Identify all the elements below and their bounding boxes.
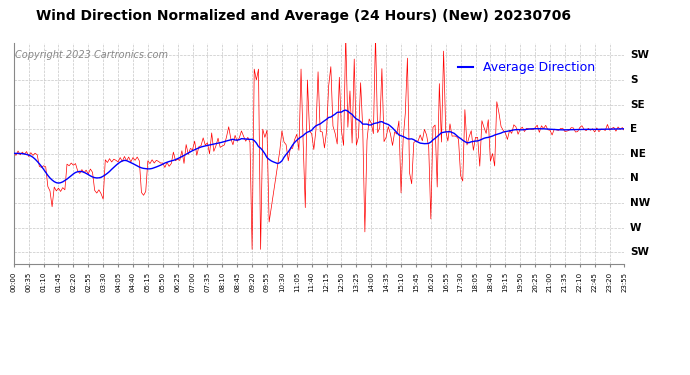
Text: NW: NW [630, 198, 650, 208]
Legend: Average Direction: Average Direction [453, 56, 600, 79]
Text: SW: SW [630, 247, 649, 257]
Text: Wind Direction Normalized and Average (24 Hours) (New) 20230706: Wind Direction Normalized and Average (2… [36, 9, 571, 23]
Text: NE: NE [630, 149, 646, 159]
Text: Copyright 2023 Cartronics.com: Copyright 2023 Cartronics.com [15, 50, 168, 60]
Text: S: S [630, 75, 638, 85]
Text: SE: SE [630, 100, 644, 109]
Text: SW: SW [630, 50, 649, 60]
Text: E: E [630, 124, 637, 134]
Text: W: W [630, 222, 642, 232]
Text: N: N [630, 173, 639, 183]
